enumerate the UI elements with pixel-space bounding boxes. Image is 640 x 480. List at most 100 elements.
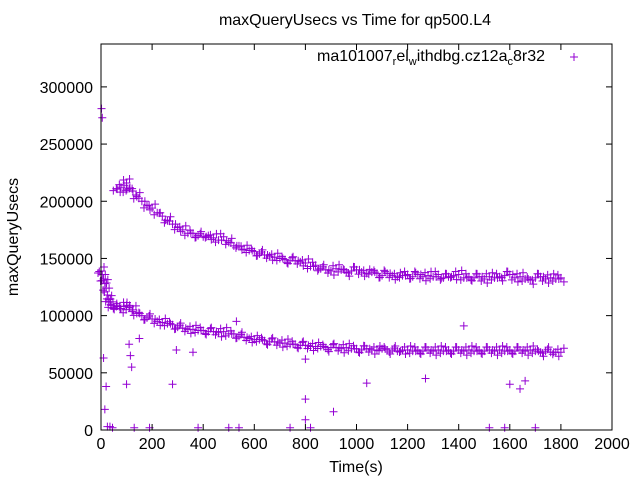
data-point bbox=[513, 269, 522, 278]
data-point bbox=[344, 346, 353, 355]
data-point bbox=[534, 347, 543, 356]
data-point bbox=[406, 341, 415, 350]
data-point bbox=[100, 288, 109, 297]
data-point bbox=[395, 273, 404, 282]
data-point bbox=[165, 217, 174, 226]
data-point bbox=[334, 346, 343, 355]
x-tick-label: 800 bbox=[292, 436, 319, 453]
data-point bbox=[306, 423, 315, 432]
data-point bbox=[411, 347, 420, 356]
data-point bbox=[314, 338, 323, 347]
data-point bbox=[426, 349, 435, 358]
data-point bbox=[324, 347, 333, 356]
data-point bbox=[318, 262, 327, 271]
data-point bbox=[329, 261, 338, 270]
data-point bbox=[139, 203, 148, 212]
data-point bbox=[226, 326, 235, 335]
data-point bbox=[145, 201, 154, 210]
data-point bbox=[97, 104, 106, 113]
data-point bbox=[369, 266, 378, 275]
data-point bbox=[456, 275, 465, 284]
data-point bbox=[180, 327, 189, 336]
data-point bbox=[451, 267, 460, 276]
data-point bbox=[421, 276, 430, 285]
data-point bbox=[103, 275, 112, 284]
data-point bbox=[396, 347, 405, 356]
data-point bbox=[207, 323, 216, 332]
data-point bbox=[234, 423, 243, 432]
chart-title: maxQueryUsecs vs Time for qp500.L4 bbox=[219, 12, 491, 29]
data-point bbox=[109, 186, 118, 195]
data-point bbox=[206, 230, 215, 239]
y-tick-label: 50000 bbox=[49, 366, 94, 383]
data-point bbox=[485, 423, 494, 432]
data-point bbox=[194, 423, 203, 432]
data-point bbox=[334, 267, 343, 276]
data-point bbox=[283, 335, 292, 344]
data-point bbox=[267, 334, 276, 343]
data-point bbox=[533, 345, 542, 354]
data-point bbox=[196, 323, 205, 332]
y-tick-label: 200000 bbox=[40, 194, 93, 211]
data-point bbox=[248, 246, 257, 255]
x-tick-label: 1600 bbox=[492, 436, 528, 453]
data-point bbox=[168, 380, 177, 389]
data-point bbox=[268, 333, 277, 342]
data-point bbox=[102, 382, 111, 391]
data-point bbox=[299, 337, 308, 346]
data-point bbox=[129, 311, 138, 320]
data-point bbox=[505, 380, 514, 389]
data-point bbox=[201, 329, 210, 338]
data-point bbox=[461, 269, 470, 278]
data-point bbox=[354, 270, 363, 279]
data-point bbox=[185, 226, 194, 235]
data-point bbox=[116, 304, 125, 313]
data-point bbox=[457, 266, 466, 275]
data-point bbox=[243, 241, 252, 250]
data-point bbox=[523, 273, 532, 282]
data-point bbox=[345, 339, 354, 348]
data-point bbox=[385, 273, 394, 282]
data-point bbox=[128, 307, 137, 316]
data-point bbox=[500, 423, 509, 432]
y-tick-label: 250000 bbox=[40, 137, 93, 154]
data-point bbox=[544, 343, 553, 352]
data-point bbox=[359, 266, 368, 275]
data-point bbox=[191, 233, 200, 242]
data-point bbox=[467, 349, 476, 358]
data-point bbox=[176, 227, 185, 236]
data-point bbox=[549, 269, 558, 278]
data-point bbox=[533, 269, 542, 278]
data-point bbox=[125, 302, 134, 311]
data-point bbox=[313, 344, 322, 353]
data-point bbox=[441, 342, 450, 351]
data-point bbox=[160, 218, 169, 227]
data-point bbox=[126, 351, 135, 360]
data-point bbox=[538, 277, 547, 286]
data-point bbox=[176, 319, 185, 328]
data-point bbox=[151, 200, 160, 209]
data-point bbox=[181, 221, 190, 230]
data-point bbox=[298, 256, 307, 265]
data-point bbox=[202, 232, 211, 241]
data-point bbox=[528, 349, 537, 358]
x-tick-label: 1200 bbox=[390, 436, 426, 453]
data-point bbox=[207, 235, 216, 244]
x-tick-label: 2000 bbox=[594, 436, 630, 453]
data-point bbox=[309, 346, 318, 355]
data-point bbox=[293, 343, 302, 352]
data-point bbox=[528, 275, 537, 284]
data-point bbox=[459, 321, 468, 330]
data-point bbox=[308, 258, 317, 267]
data-point bbox=[105, 284, 114, 293]
data-point bbox=[134, 308, 143, 317]
data-point bbox=[116, 183, 125, 192]
data-point bbox=[175, 321, 184, 330]
data-point bbox=[139, 315, 148, 324]
data-point bbox=[335, 260, 344, 269]
data-point bbox=[370, 268, 379, 277]
data-point bbox=[431, 267, 440, 276]
data-point bbox=[242, 336, 251, 345]
data-point bbox=[497, 349, 506, 358]
data-point bbox=[401, 271, 410, 280]
